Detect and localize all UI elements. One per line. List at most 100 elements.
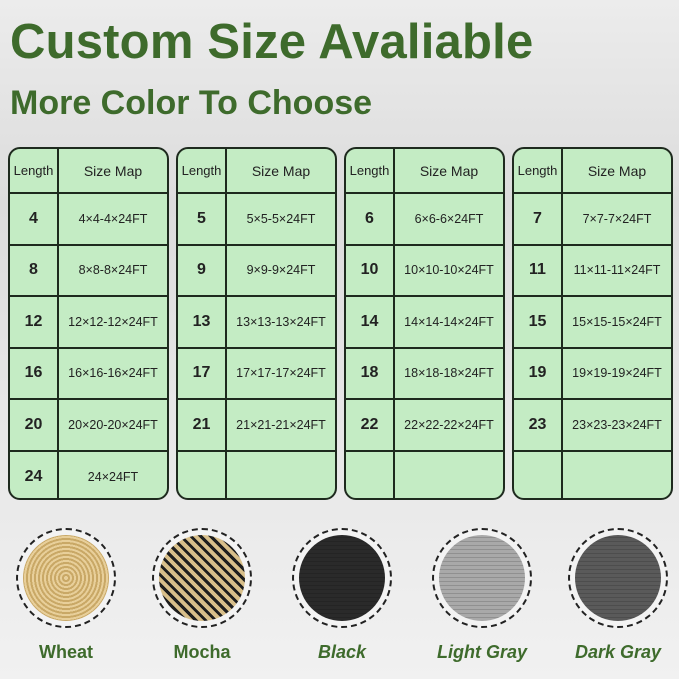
- table-row: [514, 451, 671, 499]
- table-row: 11 11×11-11×24FT: [514, 245, 671, 297]
- table-row: 17 17×17-17×24FT: [178, 348, 335, 400]
- header-size-map: Size Map: [83, 162, 143, 179]
- size-cell: 16×16-16×24FT: [68, 366, 158, 381]
- length-cell: 12: [10, 297, 59, 347]
- length-cell: 20: [10, 400, 59, 450]
- size-cell: 10×10-10×24FT: [404, 263, 494, 278]
- size-cell: 7×7-7×24FT: [582, 211, 652, 226]
- table-row: 14 14×14-14×24FT: [346, 297, 503, 349]
- table-row: 20 20×20-20×24FT: [10, 400, 167, 452]
- table-row: [346, 451, 503, 499]
- size-cell: 17×17-17×24FT: [236, 366, 326, 381]
- table-row: 12 12×12-12×24FT: [10, 297, 167, 349]
- color-label: Black: [317, 642, 367, 662]
- size-cell: 20×20-20×24FT: [68, 417, 158, 432]
- size-cell: 18×18-18×24FT: [404, 366, 494, 381]
- size-cell: 14×14-14×24FT: [404, 314, 494, 329]
- size-cell: 8×8-8×24FT: [78, 263, 148, 278]
- table-row: 22 22×22-22×24FT: [346, 400, 503, 452]
- table-row: 15 15×15-15×24FT: [514, 297, 671, 349]
- table-row: 7 7×7-7×24FT: [514, 194, 671, 246]
- table-row: 16 16×16-16×24FT: [10, 348, 167, 400]
- table-header: Length Size Map: [178, 149, 335, 194]
- subheadline: More Color To Choose: [10, 84, 373, 122]
- length-cell: 8: [10, 245, 59, 295]
- table-row: 6 6×6-6×24FT: [346, 194, 503, 246]
- length-cell: 6: [346, 194, 395, 244]
- table-row: 18 18×18-18×24FT: [346, 348, 503, 400]
- length-cell: 23: [514, 400, 563, 450]
- size-cell: 11×11-11×24FT: [573, 263, 661, 278]
- length-cell: 7: [514, 194, 563, 244]
- color-label: Mocha: [173, 642, 231, 662]
- header-size-map: Size Map: [251, 162, 311, 179]
- headline: Custom Size Avaliable: [10, 15, 534, 69]
- length-cell: 17: [178, 348, 227, 398]
- swatch-dark-gray: [568, 528, 668, 628]
- length-cell: 18: [346, 348, 395, 398]
- length-cell: 22: [346, 400, 395, 450]
- table-row: 24 24×24FT: [10, 451, 167, 498]
- length-cell: 13: [178, 297, 227, 347]
- length-cell: 11: [514, 245, 563, 295]
- table-row: 9 9×9-9×24FT: [178, 245, 335, 297]
- length-cell: 15: [514, 297, 563, 347]
- table-row: 23 23×23-23×24FT: [514, 400, 671, 452]
- length-cell: 4: [10, 194, 59, 244]
- size-table: Length Size Map 7 7×7-7×24FT 11 11×11-11…: [512, 147, 673, 500]
- length-cell: 9: [178, 245, 227, 295]
- table-header: Length Size Map: [514, 149, 671, 194]
- header-size-map: Size Map: [419, 162, 479, 179]
- length-cell: [346, 451, 395, 498]
- color-label: Dark Gray: [574, 642, 662, 662]
- size-cell: [395, 452, 503, 499]
- header-length: Length: [10, 149, 59, 192]
- table-row: 8 8×8-8×24FT: [10, 245, 167, 297]
- length-cell: 21: [178, 400, 227, 450]
- size-table: Length Size Map 5 5×5-5×24FT 9 9×9-9×24F…: [176, 147, 337, 500]
- length-cell: 14: [346, 297, 395, 347]
- swatch-mocha: [152, 528, 252, 628]
- length-cell: [514, 451, 563, 498]
- header-length: Length: [178, 149, 227, 192]
- table-header: Length Size Map: [10, 149, 167, 194]
- table-row: [178, 451, 335, 499]
- size-cell: 5×5-5×24FT: [246, 211, 316, 226]
- table-row: 13 13×13-13×24FT: [178, 297, 335, 349]
- size-cell: 13×13-13×24FT: [236, 314, 326, 329]
- size-cell: 6×6-6×24FT: [414, 211, 484, 226]
- size-cell: 22×22-22×24FT: [404, 417, 494, 432]
- length-cell: 10: [346, 245, 395, 295]
- table-row: 5 5×5-5×24FT: [178, 194, 335, 246]
- swatch-wheat: [16, 528, 116, 628]
- size-cell: 23×23-23×24FT: [572, 417, 662, 432]
- size-cell: 21×21-21×24FT: [236, 417, 326, 432]
- table-row: 4 4×4-4×24FT: [10, 194, 167, 246]
- swatch-light-gray: [432, 528, 532, 628]
- table-row: 21 21×21-21×24FT: [178, 400, 335, 452]
- table-row: 10 10×10-10×24FT: [346, 245, 503, 297]
- length-cell: 24: [10, 451, 59, 498]
- size-table: Length Size Map 6 6×6-6×24FT 10 10×10-10…: [344, 147, 505, 500]
- color-label: Wheat: [39, 642, 93, 662]
- table-row: 19 19×19-19×24FT: [514, 348, 671, 400]
- size-table: Length Size Map 4 4×4-4×24FT 8 8×8-8×24F…: [8, 147, 169, 500]
- size-cell: 15×15-15×24FT: [572, 314, 662, 329]
- size-cell: [563, 452, 671, 499]
- size-cell: 24×24FT: [87, 470, 139, 485]
- size-cell: 9×9-9×24FT: [246, 263, 316, 278]
- length-cell: 16: [10, 348, 59, 398]
- table-header: Length Size Map: [346, 149, 503, 194]
- length-cell: 19: [514, 348, 563, 398]
- header-length: Length: [514, 149, 563, 192]
- swatch-black: [292, 528, 392, 628]
- size-cell: 4×4-4×24FT: [78, 211, 148, 226]
- size-cell: 19×19-19×24FT: [572, 366, 662, 381]
- size-cell: 12×12-12×24FT: [68, 314, 158, 329]
- length-cell: [178, 451, 227, 498]
- size-cell: [227, 452, 335, 499]
- header-size-map: Size Map: [587, 162, 647, 179]
- color-label: Light Gray: [436, 642, 527, 662]
- length-cell: 5: [178, 194, 227, 244]
- header-length: Length: [346, 149, 395, 192]
